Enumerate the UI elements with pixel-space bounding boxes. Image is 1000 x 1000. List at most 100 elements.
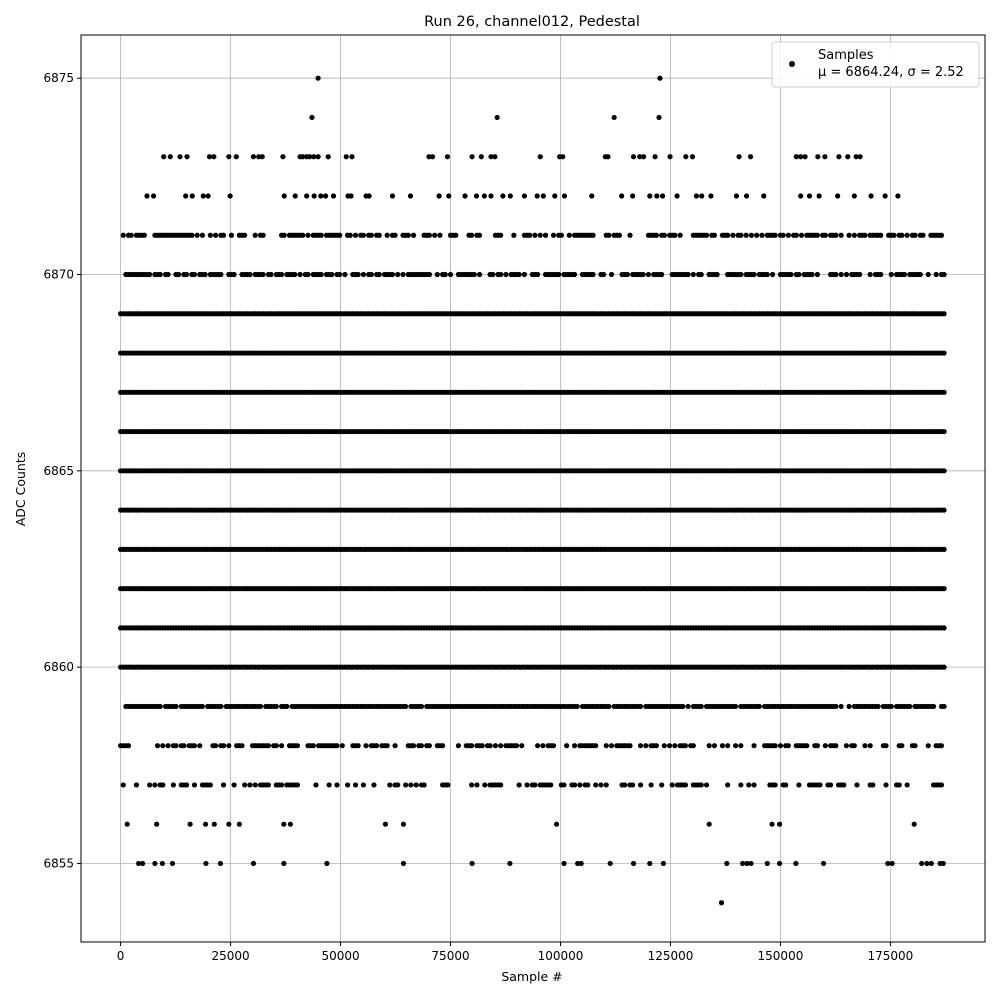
- data-point: [184, 154, 190, 160]
- data-point: [822, 232, 828, 238]
- data-point: [561, 782, 567, 788]
- data-point: [637, 154, 643, 160]
- data-point: [740, 860, 746, 867]
- data-point: [507, 193, 513, 199]
- data-point: [307, 154, 313, 160]
- data-point: [382, 821, 389, 827]
- y-tick-label: 6860: [43, 660, 74, 674]
- data-point: [368, 232, 374, 238]
- data-point: [833, 271, 839, 278]
- x-tick-label: 150000: [758, 949, 804, 963]
- data-point: [693, 193, 700, 199]
- data-point: [278, 782, 285, 788]
- data-point: [426, 743, 433, 749]
- data-point: [400, 821, 407, 827]
- data-point: [376, 232, 382, 238]
- data-point: [941, 468, 947, 474]
- y-tick-label: 6865: [43, 464, 74, 478]
- data-point: [846, 703, 852, 710]
- data-point: [574, 703, 580, 710]
- data-point: [925, 271, 931, 278]
- data-point: [160, 743, 166, 749]
- data-point: [418, 703, 425, 710]
- data-point: [764, 271, 770, 278]
- data-point: [181, 743, 187, 749]
- data-point: [252, 782, 258, 788]
- data-point: [120, 782, 126, 788]
- data-point: [444, 154, 451, 160]
- data-point: [250, 860, 257, 867]
- data-point: [772, 232, 778, 238]
- data-point: [311, 154, 317, 160]
- data-point: [400, 860, 407, 867]
- data-point: [683, 154, 689, 160]
- data-point: [553, 821, 560, 827]
- data-point: [841, 782, 847, 788]
- data-point: [647, 193, 653, 199]
- x-tick-label: 75000: [431, 949, 469, 963]
- data-point: [657, 75, 663, 81]
- data-point: [725, 782, 731, 788]
- data-point: [191, 271, 198, 278]
- data-point: [761, 193, 767, 199]
- data-point: [252, 232, 258, 238]
- data-point: [152, 782, 158, 788]
- data-point: [534, 193, 540, 199]
- data-point: [197, 743, 203, 749]
- data-point: [896, 782, 902, 788]
- data-point: [607, 860, 613, 867]
- data-point: [571, 743, 578, 749]
- data-point: [756, 703, 762, 710]
- data-point: [862, 743, 868, 749]
- data-point: [888, 703, 894, 710]
- data-point: [207, 232, 213, 238]
- data-point: [878, 271, 884, 278]
- data-point: [653, 232, 659, 238]
- data-point: [706, 743, 712, 749]
- data-point: [845, 154, 851, 160]
- data-point: [656, 114, 662, 121]
- data-point: [300, 232, 306, 238]
- data-point: [804, 743, 810, 749]
- data-point: [207, 782, 213, 788]
- data-point: [436, 193, 442, 199]
- data-point: [242, 782, 248, 788]
- data-point: [798, 193, 804, 199]
- data-point: [469, 232, 475, 238]
- data-point: [698, 782, 704, 788]
- data-point: [318, 232, 324, 238]
- data-point: [606, 703, 612, 710]
- data-point: [769, 271, 776, 278]
- data-point: [494, 114, 500, 121]
- data-point: [751, 782, 757, 788]
- data-point: [147, 271, 153, 278]
- data-point: [213, 743, 219, 749]
- data-point: [793, 860, 799, 867]
- data-point: [566, 232, 572, 238]
- data-point: [732, 703, 739, 710]
- data-point: [487, 743, 493, 749]
- data-point: [310, 743, 316, 749]
- data-point: [783, 782, 789, 788]
- plot-frame: [80, 34, 986, 943]
- data-point: [637, 782, 644, 788]
- data-point: [891, 232, 897, 238]
- data-point: [413, 782, 419, 788]
- data-point: [227, 193, 233, 199]
- data-point: [239, 743, 245, 749]
- data-point: [743, 232, 749, 238]
- data-point: [820, 860, 827, 867]
- data-point: [315, 154, 321, 160]
- data-point: [540, 743, 546, 749]
- data-point: [690, 271, 696, 278]
- data-point: [630, 860, 637, 867]
- data-point: [165, 271, 171, 278]
- data-point: [176, 271, 182, 278]
- data-point: [708, 193, 714, 199]
- data-point: [843, 743, 850, 749]
- data-point: [337, 271, 343, 278]
- data-point: [941, 586, 947, 592]
- data-point: [371, 782, 377, 788]
- data-point: [917, 271, 923, 278]
- data-point: [677, 232, 683, 238]
